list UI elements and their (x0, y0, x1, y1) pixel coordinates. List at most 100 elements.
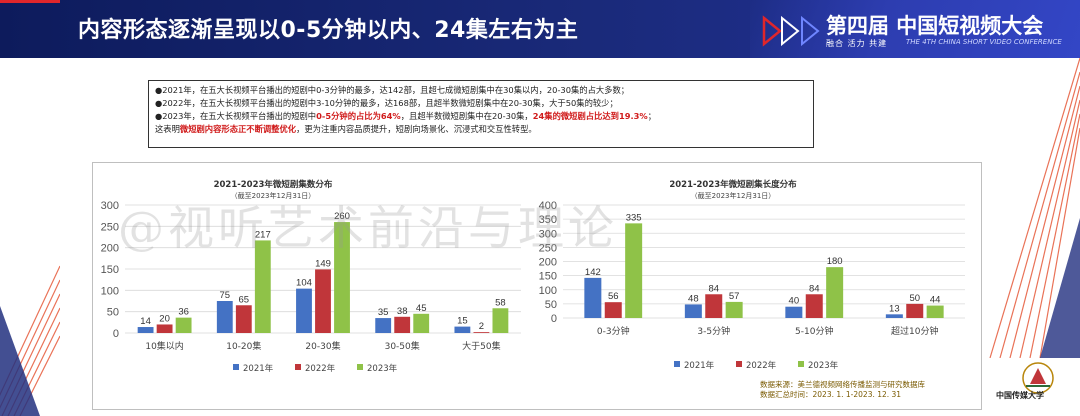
chart2-ytick-label: 250 (539, 242, 557, 254)
chart2-title: 2021-2023年微短剧集长度分布 (669, 179, 797, 190)
chart1-bar-2 (334, 222, 350, 333)
conference-logo-icon (762, 15, 820, 47)
chart1-bar-0 (296, 288, 312, 333)
chart1-ytick-label: 100 (101, 285, 119, 297)
source-line-1: 数据来源：美兰德视频网络传播监测与研究数据库 (760, 380, 925, 389)
chart2-legend-label: 2022年 (746, 360, 777, 371)
chart1-ytick-label: 250 (101, 221, 119, 233)
chart2-bar-0 (584, 277, 602, 318)
chart2-ytick-label: 100 (539, 285, 557, 297)
note-line-2022: ●2022年，在五大长视频平台播出的短剧中3-10分钟的最多，达168部，且超半… (155, 98, 618, 108)
chart1-data-label: 15 (457, 316, 468, 327)
chart2-bar-2 (926, 305, 944, 318)
summary-note-box: ●2021年，在五大长视频平台播出的短剧中0-3分钟的最多，达142部，且超七成… (148, 80, 814, 148)
chart2-ytick-label: 350 (539, 214, 557, 226)
chart2-bar-2 (725, 301, 743, 318)
university-name: 中国传媒大学 (996, 390, 1044, 400)
chart1-bar-0 (137, 327, 154, 333)
chart1-category-label: 10集以内 (145, 340, 183, 352)
chart2-ytick-label: 0 (551, 313, 557, 325)
chart2-category-label: 5-10分钟 (795, 325, 833, 337)
note-2023-c: ，且超半数微短剧集中在20-30集， (400, 111, 533, 121)
chart-panel: 2021-2023年微短剧集数分布 （截至2023年12月31日） 0 50 100 15… (92, 162, 982, 410)
chart1-ytick-label: 0 (113, 328, 119, 340)
chart2-data-label: 57 (729, 291, 740, 302)
chart2-bar-1 (805, 294, 823, 318)
conference-name: 第四届 中国短视频大会 (826, 14, 1044, 38)
chart2-legend-label: 2021年 (684, 360, 715, 371)
chart2-ytick-label: 400 (539, 200, 557, 212)
chart2-data-label: 142 (585, 267, 601, 278)
header-stripe (750, 0, 1080, 58)
chart2-legend-swatch (736, 361, 742, 367)
chart1-data-label: 75 (220, 290, 231, 301)
chart1-bar-1 (156, 324, 173, 333)
chart2-data-label: 44 (930, 295, 941, 306)
chart2-legend-swatch (798, 361, 804, 367)
chart1-bar-1 (394, 316, 411, 333)
chart1-bar-2 (492, 308, 509, 333)
chart2-bar-2 (625, 223, 643, 318)
note-line-conclusion: 这表明微短剧内容形态正不断调整优化，更为注重内容品质提升，短剧向场景化、沉浸式和… (155, 123, 807, 136)
note-2023-a: ●2023年，在五大长视频平台播出的短剧中 (155, 111, 317, 121)
chart1-bar-2 (175, 317, 192, 333)
conference-english-name: THE 4TH CHINA SHORT VIDEO CONFERENCE (906, 38, 1062, 46)
chart2-bar-0 (684, 304, 702, 318)
chart1-legend-label: 2021年 (243, 363, 274, 374)
chart1-data-label: 38 (397, 306, 408, 317)
chart2-category-label: 3-5分钟 (697, 325, 730, 337)
chart1-data-label: 58 (495, 297, 506, 308)
chart1-legend-label: 2022年 (305, 363, 336, 374)
chart2-legend-swatch (674, 361, 680, 367)
note-conclusion-highlight: 微短剧内容形态正不断调整优化 (179, 124, 297, 134)
note-conclusion-c: ，更为注重内容品质提升，短剧向场景化、沉浸式和交互性转型。 (296, 124, 537, 134)
note-line-2021: ●2021年，在五大长视频平台播出的短剧中0-3分钟的最多，达142部，且超七成… (155, 85, 630, 95)
chart1-data-label: 149 (315, 258, 331, 269)
chart1-ytick-label: 300 (101, 200, 119, 212)
chart1-data-label: 14 (140, 316, 151, 327)
chart2-ytick-label: 300 (539, 228, 557, 240)
right-decor-stripes (989, 58, 1080, 358)
chart1-bar-0 (375, 318, 392, 333)
header-red-line (0, 0, 60, 3)
chart1-data-label: 45 (416, 303, 427, 314)
chart2-bar-0 (885, 314, 903, 318)
header-banner: 内容形态逐渐呈现以0-5分钟以内、24集左右为主 第四届 中国短视频大会 融合 … (0, 0, 1080, 58)
chart1-ytick-label: 50 (107, 307, 119, 319)
chart2-data-label: 56 (608, 291, 619, 302)
chart1-category-label: 大于50集 (462, 340, 500, 352)
chart1-data-label: 260 (334, 211, 350, 222)
chart2-data-label: 335 (626, 212, 642, 223)
note-2023-e: ； (647, 111, 657, 121)
chart2-data-label: 13 (889, 303, 900, 314)
chart1-legend-label: 2023年 (367, 363, 398, 374)
chart2-data-label: 180 (827, 256, 843, 267)
data-source: 数据来源：美兰德视频网络传播监测与研究数据库 数据汇总时间：2023. 1. 1… (760, 380, 925, 400)
chart2-bar-1 (906, 303, 924, 318)
chart1-data-label: 65 (239, 294, 250, 305)
chart1-legend-swatch (233, 364, 239, 370)
page-title: 内容形态逐渐呈现以0-5分钟以内、24集左右为主 (78, 18, 579, 43)
chart1-data-label: 35 (378, 307, 389, 318)
chart2-data-label: 48 (688, 293, 699, 304)
chart1-bar-1 (473, 332, 490, 333)
chart2-data-label: 84 (809, 283, 820, 294)
chart2-bar-1 (705, 294, 723, 318)
chart2-ytick-label: 200 (539, 257, 557, 269)
chart1-data-label: 2 (479, 321, 484, 332)
note-line-2023: ●2023年，在五大长视频平台播出的短剧中0-5分钟的占比为64%，且超半数微短… (155, 110, 807, 123)
chart1-data-label: 20 (159, 313, 170, 324)
chart1-bar-1 (315, 269, 331, 333)
chart2-category-label: 0-3分钟 (597, 325, 630, 337)
chart1-category-label: 10-20集 (226, 340, 261, 352)
chart1-bar-2 (413, 313, 430, 333)
chart1-category-label: 20-30集 (305, 340, 340, 352)
note-2023-highlight-2: 24集的微短剧占比达到19.3% (532, 111, 648, 121)
chart2-legend-label: 2023年 (808, 360, 839, 371)
note-2023-highlight-1: 0-5分钟的占比为64% (316, 111, 401, 121)
chart1-data-label: 217 (255, 229, 271, 240)
chart1-bar-0 (216, 301, 233, 333)
chart2-data-label: 84 (708, 283, 719, 294)
chart1-data-label: 104 (296, 278, 312, 289)
charts-svg: 2021-2023年微短剧集数分布（截至2023年12月31日）05010015… (101, 179, 965, 374)
